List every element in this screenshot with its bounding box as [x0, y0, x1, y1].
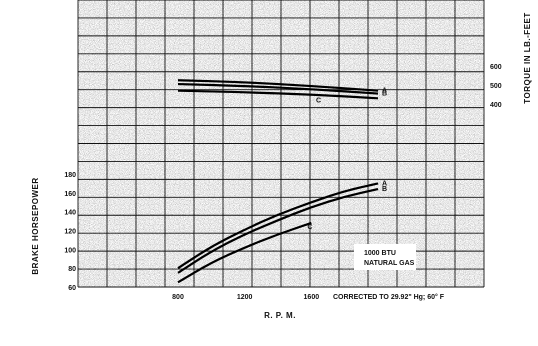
x-tick-label: 1600	[304, 294, 320, 301]
torque-curve-label-c: C	[316, 97, 321, 104]
correction-note-box	[330, 290, 468, 301]
correction-note: CORRECTED TO 29.92" Hg; 60° F	[333, 293, 445, 301]
hp-tick-label: 160	[64, 191, 76, 198]
torque-curve-b	[177, 82, 379, 95]
hp-tick-label: 180	[64, 172, 76, 179]
hp-curve-label-a: A	[382, 180, 387, 187]
hp-tick-label: 60	[68, 285, 76, 292]
torque-curve-c	[177, 89, 379, 100]
torque-tick-label: 600	[490, 64, 502, 71]
grid	[77, 0, 485, 288]
hp-curve-c	[177, 221, 312, 284]
torque-curve-label-a: A	[382, 88, 387, 95]
hp-tick-label: 140	[64, 210, 76, 217]
torque-tick-label: 400	[490, 102, 502, 109]
fuel-note-line2: NATURAL GAS	[364, 260, 415, 267]
x-tick-label: 800	[172, 294, 184, 301]
right-axis-title: TORQUE IN LB.-FEET	[523, 12, 532, 104]
torque-curve-a	[177, 79, 379, 92]
hp-tick-label: 100	[64, 247, 76, 254]
fuel-note-line1: 1000 BTU	[364, 250, 396, 257]
hp-tick-label: 120	[64, 229, 76, 236]
x-tick-label: 1200	[237, 294, 253, 301]
hp-curve-a	[177, 182, 379, 270]
hp-curve-b	[177, 187, 379, 274]
tick-labels: 8001200160020001801601401201008060600500…	[64, 64, 501, 301]
left-axis-title: BRAKE HORSEPOWER	[31, 177, 40, 274]
hp-tick-label: 80	[68, 266, 76, 273]
x-axis-title: R. P. M.	[264, 311, 296, 320]
torque-tick-label: 500	[490, 83, 502, 90]
torque-curve-label-b: B	[382, 91, 387, 98]
hp-curve-label-c: C	[307, 224, 312, 231]
fuel-note-box	[354, 244, 416, 270]
hp-curve-label-b: B	[382, 186, 387, 193]
curves	[177, 79, 379, 284]
